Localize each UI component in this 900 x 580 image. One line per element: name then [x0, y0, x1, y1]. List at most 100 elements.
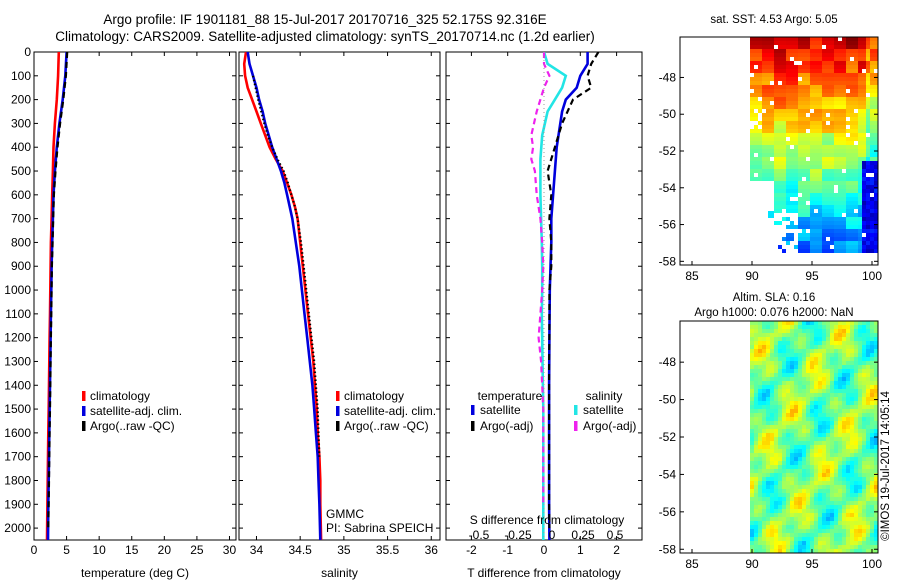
sla-cell: [786, 349, 790, 353]
sla-cell: [794, 469, 798, 473]
sla-cell: [758, 369, 762, 373]
sst-cell: [782, 41, 786, 45]
sla-cell: [850, 381, 854, 385]
sst-cell: [802, 169, 806, 173]
sla-cell: [798, 545, 802, 549]
sst-cell: [870, 201, 874, 205]
sst-cell: [818, 249, 822, 253]
sla-cell: [790, 501, 794, 505]
sst-cell: [782, 113, 786, 117]
sla-cell: [794, 325, 798, 329]
sla-cell: [754, 509, 758, 513]
sla-cell: [842, 413, 846, 417]
sst-cell: [814, 125, 818, 129]
sst-cell: [778, 205, 782, 209]
sla-cell: [786, 497, 790, 501]
y-tick-label: 1400: [4, 378, 31, 392]
sla-cell: [778, 461, 782, 465]
sst-cell: [762, 61, 766, 65]
sst-cell: [778, 113, 782, 117]
sst-cell: [786, 225, 790, 229]
sst-cell: [874, 113, 878, 117]
sst-cell: [862, 193, 866, 197]
sla-cell: [818, 473, 822, 477]
sla-cell: [798, 449, 802, 453]
sst-cell: [818, 77, 822, 81]
sla-cell: [826, 425, 830, 429]
sla-cell: [794, 497, 798, 501]
sla-cell: [750, 437, 754, 441]
sst-cell: [754, 101, 758, 105]
sst-cell: [874, 153, 878, 157]
sst-cell: [834, 49, 838, 53]
sst-cell: [798, 241, 802, 245]
sst-cell: [846, 169, 850, 173]
sst-cell: [830, 177, 834, 181]
sla-cell: [762, 505, 766, 509]
sla-cell: [802, 461, 806, 465]
sst-cell: [846, 241, 850, 245]
sst-cell: [786, 129, 790, 133]
sst-cell: [774, 37, 778, 41]
sla-cell: [830, 377, 834, 381]
sla-cell: [806, 389, 810, 393]
sst-cell: [874, 141, 878, 145]
sla-cell: [810, 541, 814, 545]
sla-cell: [758, 437, 762, 441]
sla-cell: [818, 497, 822, 501]
sla-cell: [794, 473, 798, 477]
sla-cell: [766, 361, 770, 365]
sst-cell: [830, 41, 834, 45]
sla-cell: [842, 381, 846, 385]
sla-cell: [814, 333, 818, 337]
sla-cell: [762, 469, 766, 473]
sla-cell: [786, 377, 790, 381]
sst-cell: [762, 77, 766, 81]
sst-cell: [814, 117, 818, 121]
sla-cell: [762, 521, 766, 525]
sla-cell: [874, 393, 878, 397]
sla-cell: [854, 509, 858, 513]
sla-cell: [866, 381, 870, 385]
sst-cell: [798, 249, 802, 253]
sst-cell: [766, 101, 770, 105]
sst-cell: [858, 153, 862, 157]
sla-cell: [778, 441, 782, 445]
sla-cell: [874, 357, 878, 361]
sla-cell: [758, 489, 762, 493]
sst-cell: [770, 77, 774, 81]
sst-cell: [790, 209, 794, 213]
sla-cell: [806, 453, 810, 457]
sla-cell: [770, 437, 774, 441]
sla-cell: [830, 525, 834, 529]
sst-cell: [870, 49, 874, 53]
x-axis-label: temperature (deg C): [81, 566, 189, 580]
sst-cell: [778, 209, 782, 213]
sst-cell: [786, 181, 790, 185]
sla-cell: [818, 345, 822, 349]
sst-cell: [766, 165, 770, 169]
sla-cell: [778, 405, 782, 409]
sla-cell: [846, 441, 850, 445]
sla-cell: [866, 337, 870, 341]
sla-cell: [778, 321, 782, 325]
x-tick-label: 30: [223, 543, 237, 557]
sst-cell: [794, 89, 798, 93]
sst-cell: [850, 145, 854, 149]
sla-cell: [802, 521, 806, 525]
sla-cell: [770, 481, 774, 485]
sla-cell: [854, 513, 858, 517]
sla-cell: [838, 441, 842, 445]
sla-cell: [842, 385, 846, 389]
sla-cell: [754, 493, 758, 497]
y-tick-label: 1700: [4, 450, 31, 464]
sla-cell: [814, 381, 818, 385]
sst-cell: [838, 53, 842, 57]
sst-cell: [774, 197, 778, 201]
sst-cell: [778, 121, 782, 125]
sst-cell: [850, 73, 854, 77]
legend-label: satellite-adj. clim.: [344, 404, 436, 418]
series-line-temperature-1: [46, 52, 68, 540]
sla-cell: [754, 473, 758, 477]
sst-cell: [762, 145, 766, 149]
